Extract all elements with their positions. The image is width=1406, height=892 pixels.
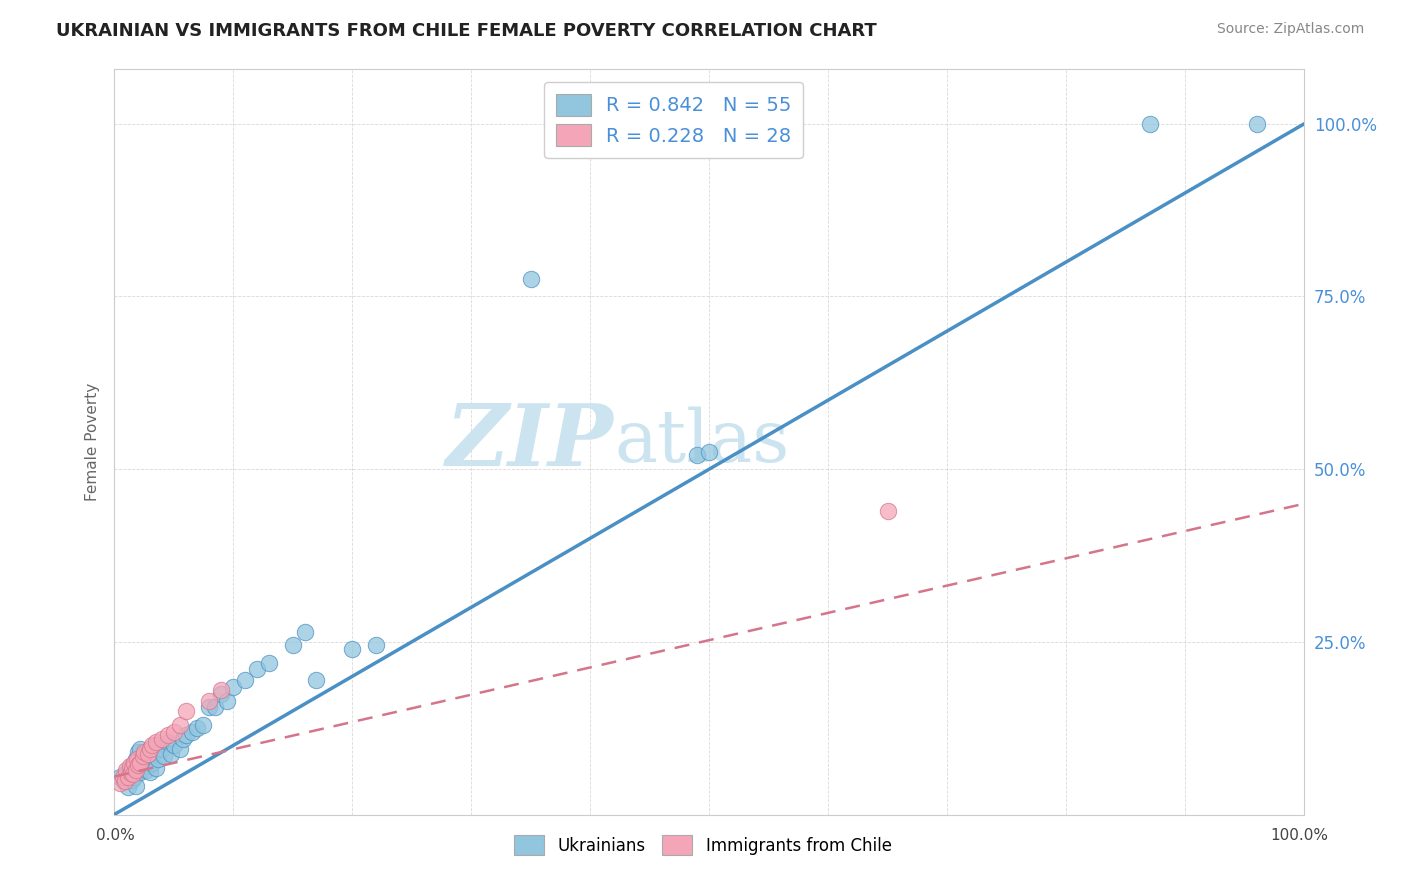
Point bbox=[233, 673, 256, 687]
Point bbox=[364, 638, 387, 652]
Point bbox=[117, 770, 139, 784]
Point bbox=[198, 700, 221, 714]
Point bbox=[127, 757, 149, 772]
Point bbox=[121, 759, 143, 773]
Point bbox=[217, 693, 239, 707]
Point bbox=[139, 742, 162, 756]
Point bbox=[145, 761, 167, 775]
Point bbox=[135, 763, 157, 777]
Y-axis label: Female Poverty: Female Poverty bbox=[86, 383, 100, 500]
Point bbox=[209, 683, 232, 698]
Point bbox=[141, 739, 163, 753]
Point bbox=[148, 752, 170, 766]
Point bbox=[174, 728, 197, 742]
Point bbox=[136, 747, 159, 761]
Point bbox=[145, 735, 167, 749]
Point bbox=[121, 772, 143, 787]
Point bbox=[139, 764, 162, 779]
Point bbox=[131, 756, 153, 770]
Point bbox=[124, 779, 146, 793]
Text: 0.0%: 0.0% bbox=[96, 829, 135, 843]
Point bbox=[1246, 117, 1268, 131]
Point bbox=[127, 745, 149, 759]
Point bbox=[156, 735, 179, 749]
Point bbox=[117, 780, 139, 794]
Legend: Ukrainians, Immigrants from Chile: Ukrainians, Immigrants from Chile bbox=[508, 829, 898, 862]
Point bbox=[108, 776, 131, 790]
Point bbox=[124, 763, 146, 777]
Point bbox=[193, 718, 215, 732]
Text: Source: ZipAtlas.com: Source: ZipAtlas.com bbox=[1216, 22, 1364, 37]
Point bbox=[697, 445, 720, 459]
Point bbox=[121, 761, 143, 775]
Point bbox=[186, 721, 208, 735]
Point bbox=[876, 503, 898, 517]
Point bbox=[294, 624, 316, 639]
Point bbox=[281, 638, 304, 652]
Point bbox=[163, 724, 186, 739]
Text: 100.0%: 100.0% bbox=[1271, 829, 1329, 843]
Point bbox=[153, 748, 176, 763]
Legend: R = 0.842   N = 55, R = 0.228   N = 28: R = 0.842 N = 55, R = 0.228 N = 28 bbox=[544, 82, 803, 158]
Point bbox=[150, 731, 173, 746]
Point bbox=[129, 756, 152, 770]
Text: atlas: atlas bbox=[614, 406, 789, 477]
Point bbox=[246, 663, 269, 677]
Point bbox=[169, 742, 191, 756]
Point bbox=[150, 742, 173, 756]
Point bbox=[174, 704, 197, 718]
Point bbox=[115, 763, 138, 777]
Point bbox=[305, 673, 328, 687]
Point bbox=[112, 774, 135, 789]
Point bbox=[118, 759, 141, 773]
Point bbox=[145, 739, 167, 753]
Point bbox=[169, 718, 191, 732]
Point bbox=[141, 756, 163, 770]
Point bbox=[686, 448, 709, 462]
Point bbox=[120, 766, 142, 780]
Point bbox=[257, 656, 280, 670]
Point bbox=[156, 728, 179, 742]
Point bbox=[114, 774, 136, 789]
Point bbox=[108, 770, 131, 784]
Point bbox=[209, 687, 232, 701]
Point bbox=[127, 761, 149, 775]
Point bbox=[172, 731, 194, 746]
Point bbox=[124, 756, 146, 770]
Point bbox=[125, 752, 148, 766]
Point bbox=[122, 767, 145, 781]
Point bbox=[198, 693, 221, 707]
Point bbox=[111, 770, 134, 784]
Point bbox=[124, 770, 146, 784]
Point bbox=[519, 272, 541, 286]
Point bbox=[136, 751, 159, 765]
Point bbox=[129, 764, 152, 779]
Point bbox=[129, 742, 152, 756]
Point bbox=[124, 752, 146, 766]
Point bbox=[132, 759, 155, 773]
Point bbox=[163, 739, 186, 753]
Point bbox=[204, 700, 226, 714]
Point bbox=[222, 680, 245, 694]
Point bbox=[115, 766, 138, 780]
Text: ZIP: ZIP bbox=[446, 400, 614, 483]
Point bbox=[132, 745, 155, 759]
Text: UKRAINIAN VS IMMIGRANTS FROM CHILE FEMALE POVERTY CORRELATION CHART: UKRAINIAN VS IMMIGRANTS FROM CHILE FEMAL… bbox=[56, 22, 877, 40]
Point bbox=[139, 742, 162, 756]
Point bbox=[118, 763, 141, 777]
Point bbox=[132, 747, 155, 761]
Point bbox=[180, 724, 202, 739]
Point bbox=[132, 748, 155, 763]
Point bbox=[160, 747, 183, 761]
Point bbox=[1139, 117, 1161, 131]
Point bbox=[142, 747, 165, 761]
Point bbox=[340, 641, 363, 656]
